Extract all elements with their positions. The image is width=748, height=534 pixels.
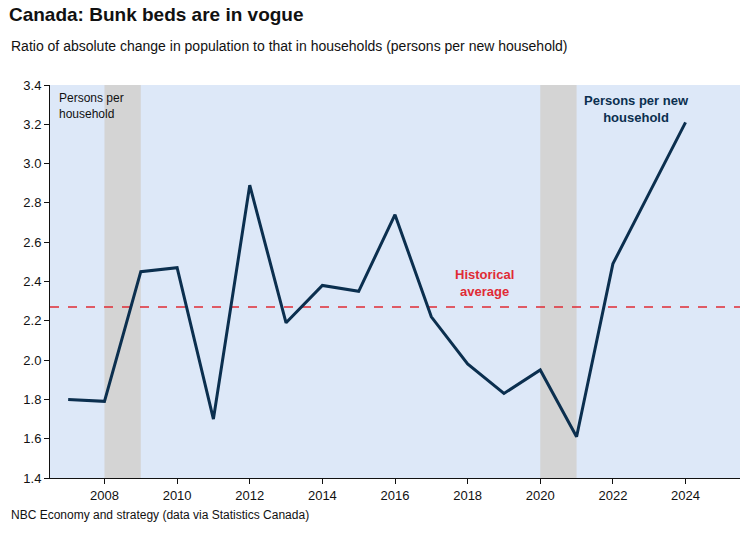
svg-text:3.2: 3.2 [23,117,41,132]
svg-text:2012: 2012 [235,488,264,503]
svg-text:2018: 2018 [453,488,482,503]
svg-text:2.4: 2.4 [23,274,41,289]
svg-text:Ratio of absolute change in po: Ratio of absolute change in population t… [11,38,568,54]
svg-text:NBC Economy and strategy (data: NBC Economy and strategy (data via Stati… [11,508,309,522]
svg-text:2024: 2024 [671,488,700,503]
svg-text:3.0: 3.0 [23,156,41,171]
svg-text:Canada: Bunk beds are in vogue: Canada: Bunk beds are in vogue [9,4,304,25]
svg-text:2.6: 2.6 [23,235,41,250]
svg-text:2020: 2020 [526,488,555,503]
svg-text:2016: 2016 [381,488,410,503]
svg-text:1.8: 1.8 [23,392,41,407]
svg-text:2014: 2014 [308,488,337,503]
svg-text:2.8: 2.8 [23,195,41,210]
svg-text:3.4: 3.4 [23,78,41,93]
svg-text:Persons perhousehold: Persons perhousehold [59,91,124,121]
svg-text:2010: 2010 [163,488,192,503]
svg-text:2022: 2022 [598,488,627,503]
svg-text:Persons per newhousehold: Persons per newhousehold [584,93,689,125]
svg-text:1.4: 1.4 [23,471,41,486]
svg-text:Historicalaverage: Historicalaverage [455,267,514,299]
svg-text:1.6: 1.6 [23,431,41,446]
svg-text:2.2: 2.2 [23,313,41,328]
svg-text:2.0: 2.0 [23,353,41,368]
svg-text:2008: 2008 [90,488,119,503]
